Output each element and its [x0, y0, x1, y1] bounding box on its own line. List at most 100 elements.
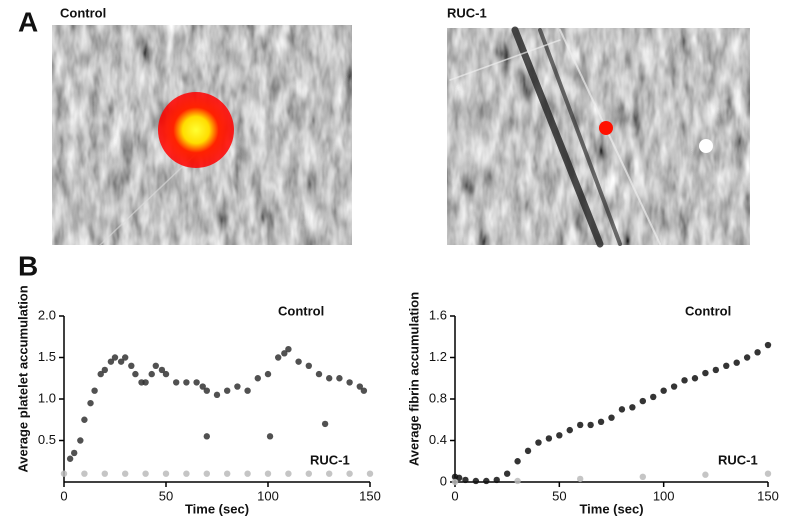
data-point: [117, 358, 125, 365]
y-tick-label: 0.4: [429, 432, 447, 447]
series-label: RUC-1: [310, 452, 350, 467]
data-point: [597, 418, 605, 426]
data-point: [366, 470, 374, 477]
data-point: [142, 379, 149, 386]
x-tick-label: 150: [757, 488, 779, 503]
data-point: [128, 362, 135, 369]
data-point: [733, 359, 740, 366]
data-point: [122, 470, 129, 477]
y-tick-label: 0.5: [38, 432, 56, 447]
data-point: [764, 341, 772, 349]
image-label: RUC-1: [447, 5, 487, 20]
data-point: [524, 447, 532, 455]
data-point: [173, 379, 180, 386]
data-point: [158, 366, 166, 374]
data-point: [162, 470, 170, 477]
data-point: [629, 404, 636, 411]
data-point: [577, 475, 584, 483]
data-point: [264, 470, 272, 477]
data-point: [122, 354, 129, 361]
series-label: RUC-1: [718, 452, 758, 467]
x-axis-label: Time (sec): [185, 501, 249, 516]
data-point: [577, 421, 584, 429]
data-point: [107, 358, 115, 365]
y-tick-label: 2.0: [38, 307, 56, 322]
x-tick-label: 150: [359, 488, 381, 503]
data-point: [281, 350, 288, 357]
data-point: [346, 470, 353, 477]
bright-spot: [699, 139, 713, 153]
data-point: [285, 470, 292, 477]
data-point: [71, 449, 78, 457]
data-point: [203, 470, 210, 477]
y-tick-label: 1.0: [38, 390, 56, 405]
data-point: [587, 421, 594, 429]
data-point: [566, 426, 573, 434]
data-point: [193, 379, 200, 386]
data-point: [346, 379, 353, 386]
panel-label: B: [18, 250, 38, 281]
data-point: [462, 476, 469, 484]
data-point: [639, 473, 646, 481]
data-point: [514, 458, 521, 465]
data-point: [356, 383, 363, 390]
data-point: [142, 470, 149, 477]
data-point: [81, 470, 88, 477]
series-label: Control: [685, 303, 731, 318]
data-point: [556, 432, 563, 439]
data-point: [203, 387, 210, 394]
y-tick-label: 1.2: [429, 349, 447, 364]
panel-label: A: [18, 6, 38, 37]
data-point: [702, 471, 709, 478]
x-tick-label: 100: [257, 488, 279, 503]
data-point: [743, 354, 751, 361]
x-tick-label: 100: [653, 488, 675, 503]
data-point: [285, 346, 292, 353]
data-point: [224, 387, 231, 394]
y-axis-label: Average platelet accumulation: [15, 285, 30, 472]
data-point: [493, 476, 500, 484]
data-point: [254, 375, 261, 382]
data-point: [681, 377, 688, 384]
data-point: [639, 397, 646, 405]
data-point: [321, 420, 329, 428]
data-point: [132, 370, 139, 378]
data-point: [266, 433, 274, 440]
x-tick-label: 50: [552, 488, 566, 503]
x-tick-label: 0: [451, 488, 458, 503]
data-point: [234, 383, 241, 390]
data-point: [97, 370, 104, 378]
data-point: [702, 369, 709, 377]
data-point: [670, 383, 678, 390]
x-tick-label: 50: [159, 488, 173, 503]
data-point: [764, 470, 772, 477]
data-point: [77, 437, 84, 444]
data-point: [224, 470, 231, 477]
data-point: [326, 375, 333, 382]
micrograph: [447, 28, 750, 245]
data-point: [336, 375, 343, 382]
data-point: [81, 416, 88, 423]
data-point: [111, 354, 119, 361]
data-point: [101, 366, 109, 374]
data-point: [472, 477, 480, 485]
data-point: [148, 370, 155, 378]
streaks: [99, 26, 661, 248]
data-point: [162, 370, 170, 378]
data-point: [152, 362, 159, 369]
data-point: [503, 470, 511, 477]
data-point: [183, 470, 190, 477]
data-point: [691, 375, 699, 382]
data-point: [275, 354, 282, 361]
data-point: [91, 387, 98, 394]
y-tick-label: 1.5: [38, 349, 56, 364]
data-point: [60, 470, 68, 477]
data-point: [483, 477, 490, 485]
data-point: [326, 470, 333, 477]
data-point: [305, 362, 312, 369]
data-point: [535, 439, 542, 446]
data-point: [608, 414, 615, 421]
data-point: [101, 470, 109, 477]
